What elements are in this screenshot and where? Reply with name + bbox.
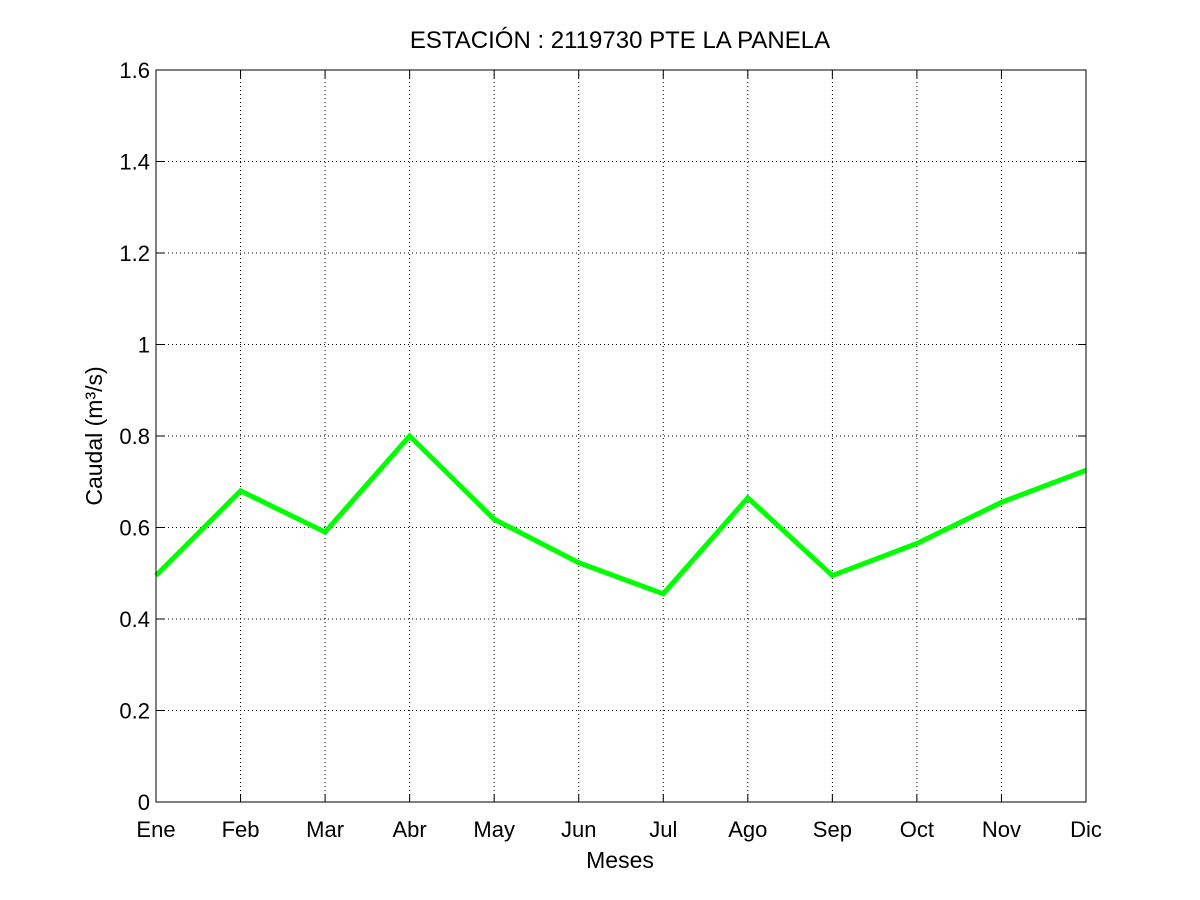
y-tick-label: 0.4 — [119, 607, 150, 632]
x-tick-label: May — [473, 817, 515, 842]
chart-title: ESTACIÓN : 2119730 PTE LA PANELA — [410, 27, 830, 54]
x-tick-label: Jul — [649, 817, 677, 842]
y-tick-label: 1.6 — [119, 58, 150, 83]
y-tick-label: 1.2 — [119, 241, 150, 266]
y-tick-label: 1.4 — [119, 150, 150, 175]
x-tick-label: Sep — [813, 817, 852, 842]
y-tick-label: 0.8 — [119, 424, 150, 449]
y-axis-label: Caudal (m³/s) — [81, 366, 107, 505]
y-tick-label: 0.6 — [119, 516, 150, 541]
x-tick-label: Abr — [393, 817, 427, 842]
y-tick-label: 0.2 — [119, 699, 150, 724]
y-tick-label: 1 — [138, 333, 150, 358]
x-tick-label: Ago — [728, 817, 767, 842]
x-axis-label: Meses — [586, 847, 654, 873]
x-tick-label: Jun — [561, 817, 596, 842]
y-tick-labels: 0 0.2 0.4 0.6 0.8 1 1.2 1.4 1.6 — [119, 58, 150, 815]
x-tick-label: Ene — [136, 817, 175, 842]
x-tick-label: Oct — [900, 817, 934, 842]
x-tick-label: Nov — [982, 817, 1021, 842]
y-tick-label: 0 — [138, 790, 150, 815]
x-tick-label: Feb — [222, 817, 260, 842]
x-tick-label: Dic — [1070, 817, 1102, 842]
x-tick-label: Mar — [306, 817, 344, 842]
